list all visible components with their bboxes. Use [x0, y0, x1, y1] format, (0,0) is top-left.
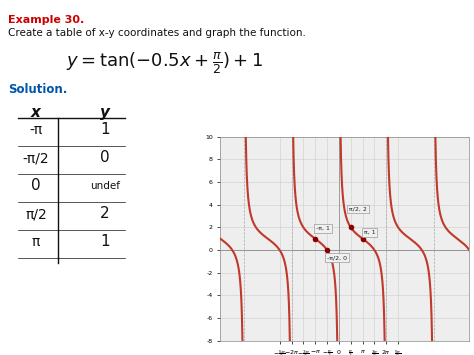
- Text: 0: 0: [31, 179, 41, 193]
- Text: x: x: [31, 105, 41, 120]
- Text: π/2: π/2: [25, 207, 47, 221]
- Text: -π, 1: -π, 1: [316, 226, 330, 231]
- Text: 1: 1: [100, 235, 110, 250]
- Text: π, 1: π, 1: [364, 230, 375, 235]
- Text: -π: -π: [29, 123, 43, 137]
- Text: y: y: [100, 105, 110, 120]
- Text: Example 30.: Example 30.: [8, 15, 84, 25]
- Text: π: π: [32, 235, 40, 249]
- Text: π/2, 2: π/2, 2: [349, 206, 367, 211]
- Text: Create a table of x-y coordinates and graph the function.: Create a table of x-y coordinates and gr…: [8, 28, 306, 38]
- Text: Solution.: Solution.: [8, 83, 67, 96]
- Text: $y = \tan(-0.5x + \frac{\pi}{2}) + 1$: $y = \tan(-0.5x + \frac{\pi}{2}) + 1$: [66, 50, 264, 76]
- Text: -π/2, 0: -π/2, 0: [327, 255, 347, 260]
- Text: 2: 2: [100, 207, 110, 222]
- Text: 0: 0: [100, 151, 110, 165]
- Text: 1: 1: [100, 122, 110, 137]
- Text: undef: undef: [90, 181, 120, 191]
- Text: -π/2: -π/2: [23, 151, 49, 165]
